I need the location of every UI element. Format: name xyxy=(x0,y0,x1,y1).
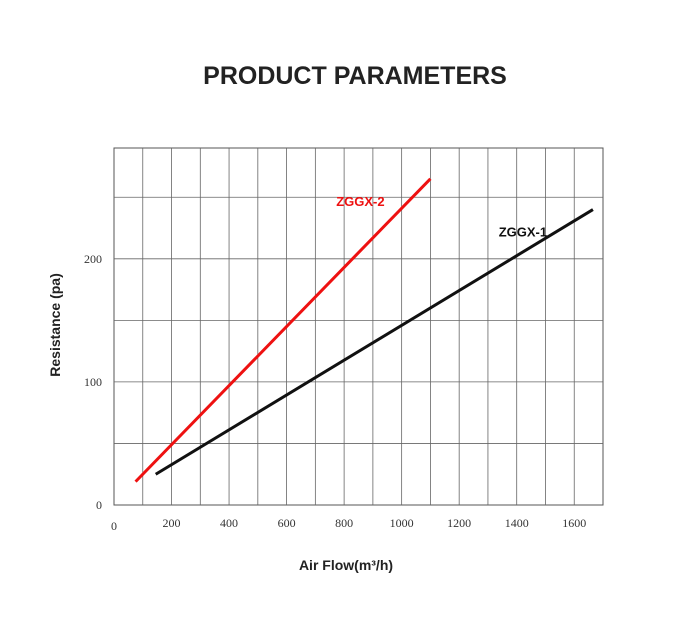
x-tick-label: 1600 xyxy=(562,516,586,530)
x-tick-label: 1400 xyxy=(505,516,529,530)
x-axis-label: Air Flow(m³/h) xyxy=(299,557,393,573)
x-tick-label: 400 xyxy=(220,516,238,530)
legend-label: ZGGX-2 xyxy=(336,194,384,209)
series-line xyxy=(134,177,432,483)
y-tick-label: 100 xyxy=(84,375,102,389)
x-tick-label: 200 xyxy=(163,516,181,530)
y-tick-label: 0 xyxy=(96,498,102,512)
legend-label: ZGGX-1 xyxy=(499,225,547,240)
series-line xyxy=(154,208,594,476)
y-tick-label: 200 xyxy=(84,252,102,266)
x-tick-label: 0 xyxy=(111,519,117,533)
chart-title: PRODUCT PARAMETERS xyxy=(203,62,507,90)
x-tick-label: 1200 xyxy=(447,516,471,530)
x-tick-label: 800 xyxy=(335,516,353,530)
y-axis-label: Resistance (pa) xyxy=(47,273,63,376)
x-tick-label: 600 xyxy=(278,516,296,530)
plot-frame xyxy=(113,147,604,506)
x-tick-label: 1000 xyxy=(390,516,414,530)
